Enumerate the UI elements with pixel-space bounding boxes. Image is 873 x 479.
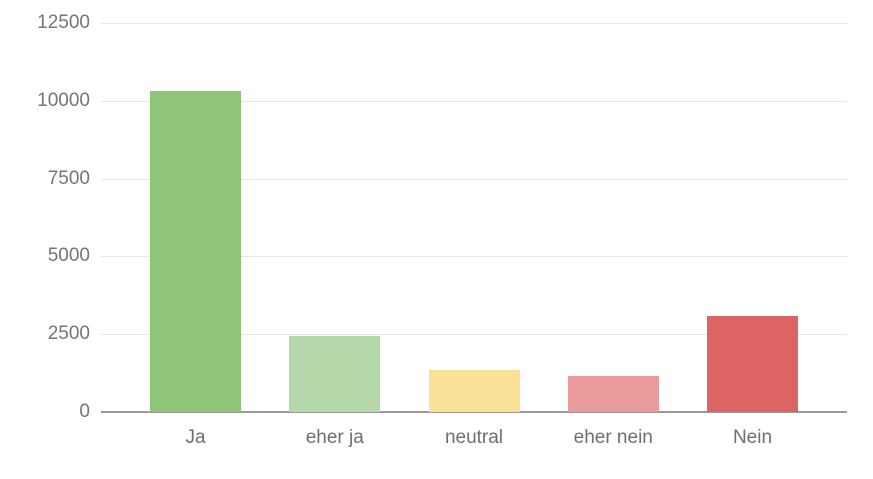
bar-neutral[interactable] — [428, 369, 520, 412]
y-tick-label: 7500 — [47, 167, 90, 189]
bar-nein[interactable] — [707, 315, 798, 412]
gridline — [101, 100, 847, 102]
gridline — [101, 178, 847, 180]
bar-eher-ja[interactable] — [289, 335, 381, 412]
x-axis-label: Ja — [185, 427, 206, 448]
gridline — [101, 23, 847, 24]
x-axis-label: eher nein — [573, 427, 653, 448]
x-axis-baseline — [101, 411, 847, 413]
y-tick-label: 10000 — [37, 89, 90, 111]
x-axis-label: eher ja — [305, 427, 364, 448]
y-tick-label: 2500 — [47, 323, 90, 345]
gridline — [101, 334, 847, 336]
y-tick-label: 5000 — [47, 245, 90, 267]
y-tick-label: 0 — [79, 401, 90, 422]
bar-ja[interactable] — [150, 91, 241, 412]
y-tick-label: 12500 — [37, 12, 90, 33]
x-axis-label: Nein — [732, 427, 773, 448]
bar-eher-nein[interactable] — [567, 376, 659, 412]
x-axis-label: neutral — [444, 427, 504, 448]
gridline — [101, 256, 847, 258]
